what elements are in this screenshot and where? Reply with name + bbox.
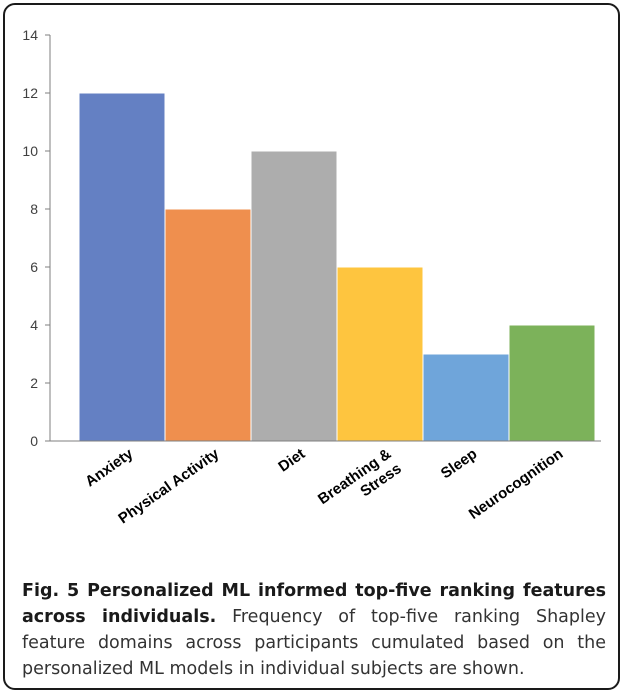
y-tick-label: 6 [30, 259, 38, 275]
x-tick-label: Diet [275, 445, 308, 475]
caption-text: Frequency of top-five ranking Shapley fe… [22, 607, 606, 679]
bar-sleep [422, 353, 510, 442]
y-tick-label: 2 [30, 375, 38, 391]
y-tick-label: 14 [22, 27, 38, 43]
x-tick-label: Breathing &Stress [315, 445, 405, 523]
y-tick-label: 4 [30, 317, 38, 333]
bar-neurocognition [508, 324, 596, 442]
bar-diet [250, 150, 338, 442]
y-tick-label: 12 [22, 85, 38, 101]
y-tick-label: 10 [22, 143, 38, 159]
x-tick-label: Sleep [438, 445, 481, 482]
bar-breathing-stress [336, 266, 424, 442]
caption-lead: Fig. 5 Personalized ML informed top-five… [22, 581, 606, 627]
x-tick-label: Anxiety [82, 445, 137, 490]
figure-caption: Fig. 5 Personalized ML informed top-five… [22, 578, 606, 682]
y-tick-label: 0 [30, 433, 38, 449]
bar-physical-activity [164, 208, 252, 442]
bar-anxiety [78, 92, 166, 442]
y-tick-label: 8 [30, 201, 38, 217]
x-tick-label: Neurocognition [466, 445, 567, 522]
